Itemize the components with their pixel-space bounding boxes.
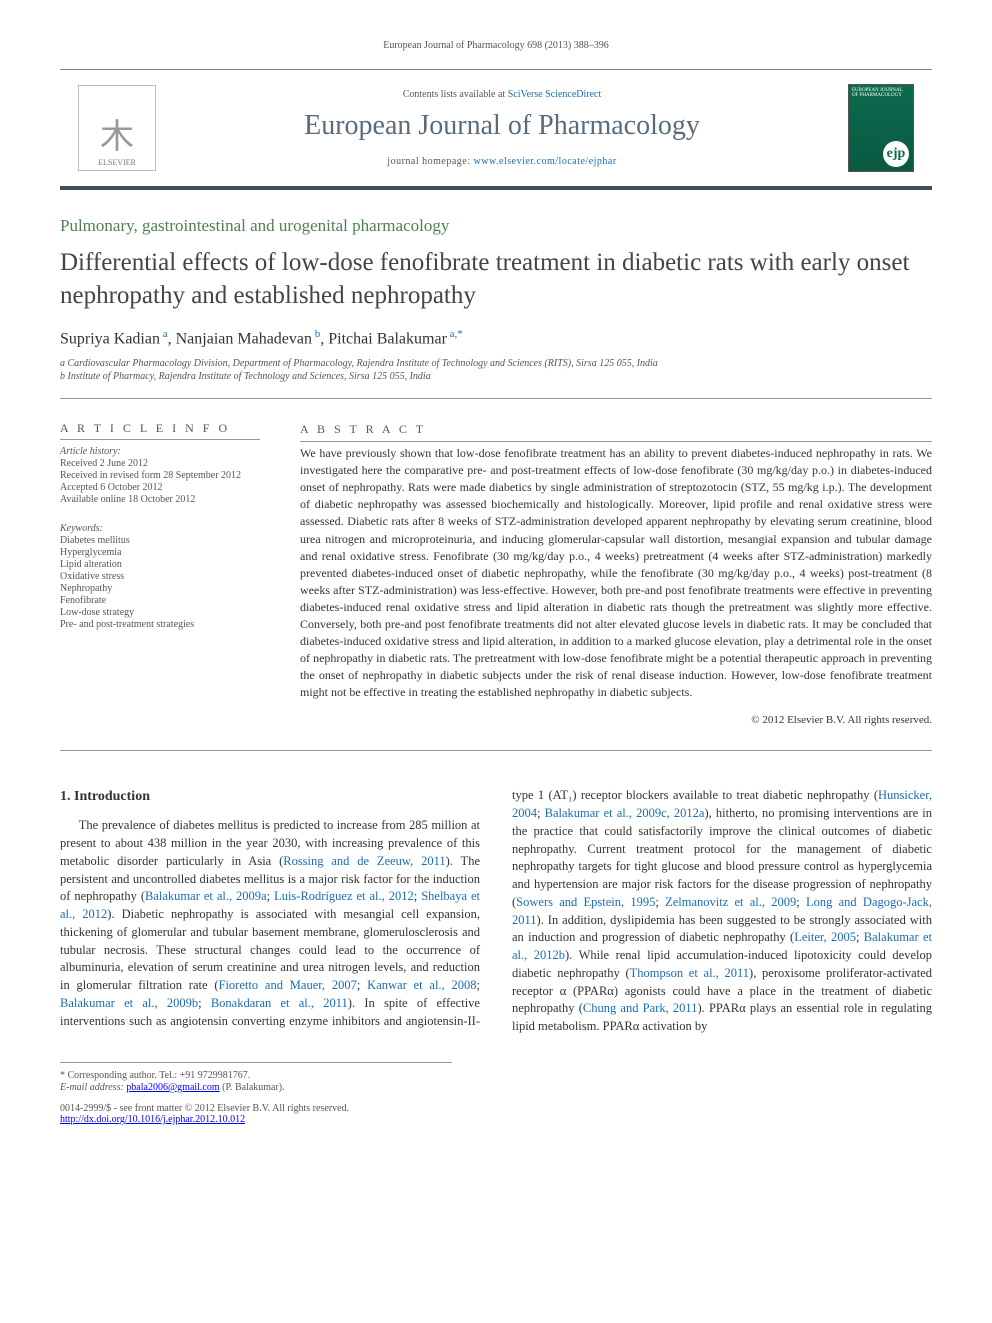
issn-line: 0014-2999/$ - see front matter © 2012 El…: [60, 1103, 932, 1114]
citation-link[interactable]: Rossing and de Zeeuw, 2011: [283, 854, 445, 868]
cover-title: EUROPEAN JOURNAL OF PHARMACOLOGY: [849, 85, 913, 101]
footnote: * Corresponding author. Tel.: +91 972998…: [60, 1062, 452, 1093]
doi-block: 0014-2999/$ - see front matter © 2012 El…: [60, 1103, 932, 1125]
contents-prefix: Contents lists available at: [403, 89, 508, 100]
accepted-date: Accepted 6 October 2012: [60, 482, 260, 493]
citation-link[interactable]: Balakumar et al., 2009a: [145, 889, 267, 903]
sciencedirect-link[interactable]: SciVerse ScienceDirect: [508, 89, 602, 100]
citation-link[interactable]: Zelmanovitz et al., 2009: [665, 895, 796, 909]
affiliation-line: b Institute of Pharmacy, Rajendra Instit…: [60, 371, 932, 382]
section-name: Pulmonary, gastrointestinal and urogenit…: [60, 216, 932, 236]
citation-link[interactable]: Thompson et al., 2011: [630, 966, 749, 980]
intro-paragraph: The prevalence of diabetes mellitus is p…: [60, 787, 932, 1036]
abstract-heading: A B S T R A C T: [300, 421, 932, 442]
citation-link[interactable]: Bonakdaran et al., 2011: [211, 996, 348, 1010]
email-name: (P. Balakumar).: [220, 1082, 285, 1093]
publisher-label: ELSEVIER: [98, 158, 136, 167]
journal-masthead: ⽊ ELSEVIER Contents lists available at S…: [60, 69, 932, 190]
citation-link[interactable]: Leiter, 2005: [794, 930, 856, 944]
elsevier-logo: ⽊ ELSEVIER: [78, 85, 156, 171]
citation-link[interactable]: Balakumar et al., 2009b: [60, 996, 198, 1010]
keyword: Pre- and post-treatment strategies: [60, 619, 260, 630]
article-info-heading: A R T I C L E I N F O: [60, 421, 260, 440]
online-date: Available online 18 October 2012: [60, 494, 260, 505]
corresponding-author: * Corresponding author. Tel.: +91 972998…: [60, 1070, 452, 1081]
revised-date: Received in revised form 28 September 20…: [60, 470, 260, 481]
doi-link[interactable]: http://dx.doi.org/10.1016/j.ejphar.2012.…: [60, 1114, 245, 1125]
contents-line: Contents lists available at SciVerse Sci…: [176, 89, 828, 100]
tree-icon: ⽊: [100, 109, 134, 158]
keyword: Low-dose strategy: [60, 607, 260, 618]
citation-link[interactable]: Fioretto and Mauer, 2007: [219, 978, 357, 992]
citation-link[interactable]: Shelbaya et al., 2012: [60, 889, 480, 921]
citation-link[interactable]: Luis-Rodríguez et al., 2012: [274, 889, 414, 903]
keyword: Fenofibrate: [60, 595, 260, 606]
journal-cover-thumbnail: EUROPEAN JOURNAL OF PHARMACOLOGY ejp: [848, 84, 914, 172]
cover-logo: ejp: [883, 141, 909, 167]
journal-name: European Journal of Pharmacology: [176, 110, 828, 142]
homepage-prefix: journal homepage:: [387, 156, 473, 167]
email-link[interactable]: pbala2006@gmail.com: [126, 1082, 219, 1093]
homepage-link[interactable]: www.elsevier.com/locate/ejphar: [474, 156, 617, 167]
history-label: Article history:: [60, 446, 260, 457]
abstract-text: We have previously shown that low-dose f…: [300, 445, 932, 700]
keyword: Oxidative stress: [60, 571, 260, 582]
body-text: 1. Introduction The prevalence of diabet…: [60, 787, 932, 1036]
article-title: Differential effects of low-dose fenofib…: [60, 246, 932, 312]
abstract: A B S T R A C T We have previously shown…: [300, 421, 932, 728]
keyword: Lipid alteration: [60, 559, 260, 570]
email-label: E-mail address:: [60, 1082, 126, 1093]
affiliations: a Cardiovascular Pharmacology Division, …: [60, 358, 932, 399]
homepage-line: journal homepage: www.elsevier.com/locat…: [176, 156, 828, 167]
received-date: Received 2 June 2012: [60, 458, 260, 469]
keywords-label: Keywords:: [60, 523, 260, 534]
email-line: E-mail address: pbala2006@gmail.com (P. …: [60, 1082, 452, 1093]
citation-link[interactable]: Balakumar et al., 2012b: [512, 930, 932, 962]
abstract-copyright: © 2012 Elsevier B.V. All rights reserved…: [300, 713, 932, 729]
citation-link[interactable]: Chung and Park, 2011: [583, 1001, 698, 1015]
citation-link[interactable]: Balakumar et al., 2009c, 2012a: [545, 806, 705, 820]
keyword: Diabetes mellitus: [60, 535, 260, 546]
keyword: Hyperglycemia: [60, 547, 260, 558]
citation-link[interactable]: Kanwar et al., 2008: [367, 978, 476, 992]
intro-heading: 1. Introduction: [60, 787, 480, 807]
running-header: European Journal of Pharmacology 698 (20…: [60, 40, 932, 51]
authors-line: Supriya Kadian a, Nanjaian Mahadevan b, …: [60, 328, 932, 348]
affiliation-line: a Cardiovascular Pharmacology Division, …: [60, 358, 932, 369]
citation-link[interactable]: Sowers and Epstein, 1995: [516, 895, 655, 909]
keyword: Nephropathy: [60, 583, 260, 594]
article-info: A R T I C L E I N F O Article history: R…: [60, 421, 260, 728]
